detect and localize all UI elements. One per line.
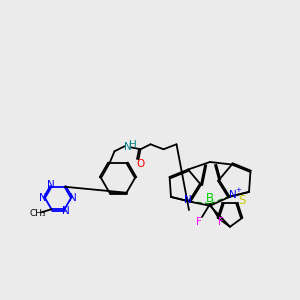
Text: N: N bbox=[61, 206, 69, 216]
Text: +: + bbox=[235, 187, 241, 193]
Text: S: S bbox=[238, 194, 245, 207]
Text: N: N bbox=[124, 142, 131, 152]
Text: O: O bbox=[136, 159, 145, 169]
Text: N: N bbox=[184, 195, 192, 205]
Text: F: F bbox=[218, 217, 224, 227]
Text: N: N bbox=[39, 193, 47, 203]
Text: CH₃: CH₃ bbox=[29, 209, 46, 218]
Text: F: F bbox=[196, 217, 202, 227]
Text: H: H bbox=[129, 140, 136, 150]
Text: N: N bbox=[46, 180, 54, 190]
Text: B: B bbox=[206, 191, 214, 205]
Text: N: N bbox=[69, 193, 77, 203]
Text: N: N bbox=[229, 190, 237, 200]
